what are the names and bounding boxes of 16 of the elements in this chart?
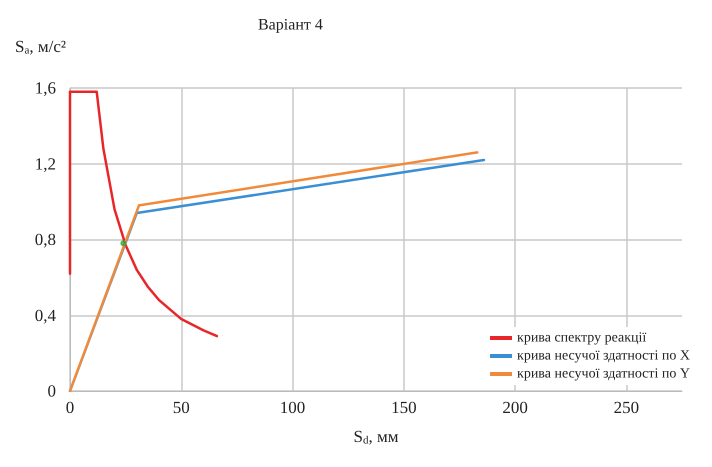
x-tick-label: 100 — [280, 398, 306, 417]
line-series — [68, 90, 218, 338]
x-tick-label: 0 — [66, 398, 74, 417]
legend-label: крива спектру реакції — [517, 330, 646, 346]
x-tick-label: 200 — [502, 398, 528, 417]
x-tick-label: 250 — [614, 398, 640, 417]
y-tick-label: 0,8 — [34, 230, 56, 249]
y-tick-label: 1,2 — [34, 154, 56, 174]
legend-label: крива несучої здатності по X — [517, 348, 690, 364]
y-tick-label: 1,6 — [34, 78, 56, 98]
legend-label: крива несучої здатності по Y — [517, 366, 690, 382]
x-tick-label: 50 — [172, 398, 190, 417]
y-tick-label: 0 — [48, 382, 56, 400]
x-tick-label: 150 — [391, 398, 417, 417]
chart-title: Варіант 4 — [258, 16, 323, 34]
y-tick-label: 0,4 — [34, 306, 56, 325]
